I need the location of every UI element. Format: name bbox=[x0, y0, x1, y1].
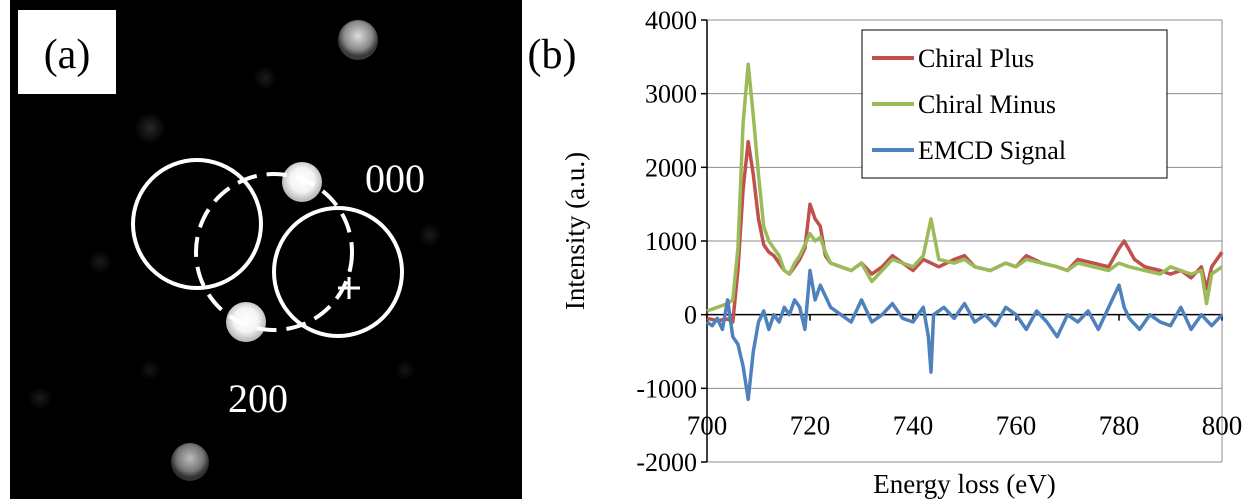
series-line-emcd-signal bbox=[705, 268, 1224, 402]
spot-200 bbox=[226, 302, 266, 342]
spot-000 bbox=[282, 162, 322, 202]
y-axis-label: Intensity (a.u.) bbox=[560, 152, 590, 310]
aperture-circle-right bbox=[272, 206, 404, 338]
faint-spot bbox=[28, 386, 52, 410]
thales-circle-dashed bbox=[194, 172, 354, 332]
faint-spot bbox=[418, 223, 442, 247]
faint-spot bbox=[140, 360, 160, 380]
panel-a-label: (a) bbox=[44, 32, 91, 78]
x-axis-label: Energy loss (eV) bbox=[873, 469, 1055, 499]
x-tick-label: 780 bbox=[1099, 411, 1140, 441]
y-tick-label: 4000 bbox=[645, 6, 697, 35]
series-layer bbox=[705, 62, 1224, 402]
series-line-chiral-minus bbox=[706, 62, 1224, 313]
x-tick-label: 720 bbox=[790, 411, 831, 441]
diffraction-spot bbox=[171, 443, 209, 481]
legend: Chiral Plus Chiral Minus EMCD Signal bbox=[861, 29, 1168, 179]
spectrum-chart: (b) -2000 -1000 0 1000 2000 3000 4000 700 720 740… bbox=[528, 6, 1243, 499]
x-tick-label: 700 bbox=[687, 411, 728, 441]
y-tick-label: 2000 bbox=[645, 153, 697, 182]
y-tick-label: 0 bbox=[684, 301, 697, 330]
x-tick-label: 800 bbox=[1202, 411, 1243, 441]
y-tick-label: 1000 bbox=[645, 227, 697, 256]
faint-spot bbox=[395, 360, 415, 380]
y-tick-label: -1000 bbox=[636, 374, 697, 403]
aperture-circle-left bbox=[131, 158, 263, 290]
panel-b-label: (b) bbox=[528, 32, 577, 78]
spot-label-200: 200 bbox=[228, 376, 288, 421]
diffraction-spot bbox=[338, 20, 378, 60]
panel-label-box bbox=[18, 10, 116, 94]
spectrum-panel: (b) -2000 -1000 0 1000 2000 3000 4000 700 720 740… bbox=[522, 0, 1252, 499]
legend-label: Chiral Plus bbox=[918, 44, 1034, 73]
legend-label: Chiral Minus bbox=[918, 90, 1056, 119]
x-tick-label: 740 bbox=[893, 411, 934, 441]
y-tick-label: 3000 bbox=[645, 80, 697, 109]
legend-label: EMCD Signal bbox=[918, 136, 1066, 165]
faint-spot bbox=[88, 250, 112, 274]
diffraction-image: (a) 000 200 bbox=[10, 0, 522, 499]
y-tick-label: -2000 bbox=[636, 448, 697, 477]
spot-label-000: 000 bbox=[365, 156, 425, 201]
faint-spot bbox=[253, 66, 277, 90]
axes-layer: -2000 -1000 0 1000 2000 3000 4000 700 720 740 760 7… bbox=[636, 6, 1242, 477]
x-tick-label: 760 bbox=[996, 411, 1037, 441]
diffraction-panel: (a) 000 200 bbox=[10, 0, 522, 499]
faint-spot bbox=[134, 112, 166, 144]
